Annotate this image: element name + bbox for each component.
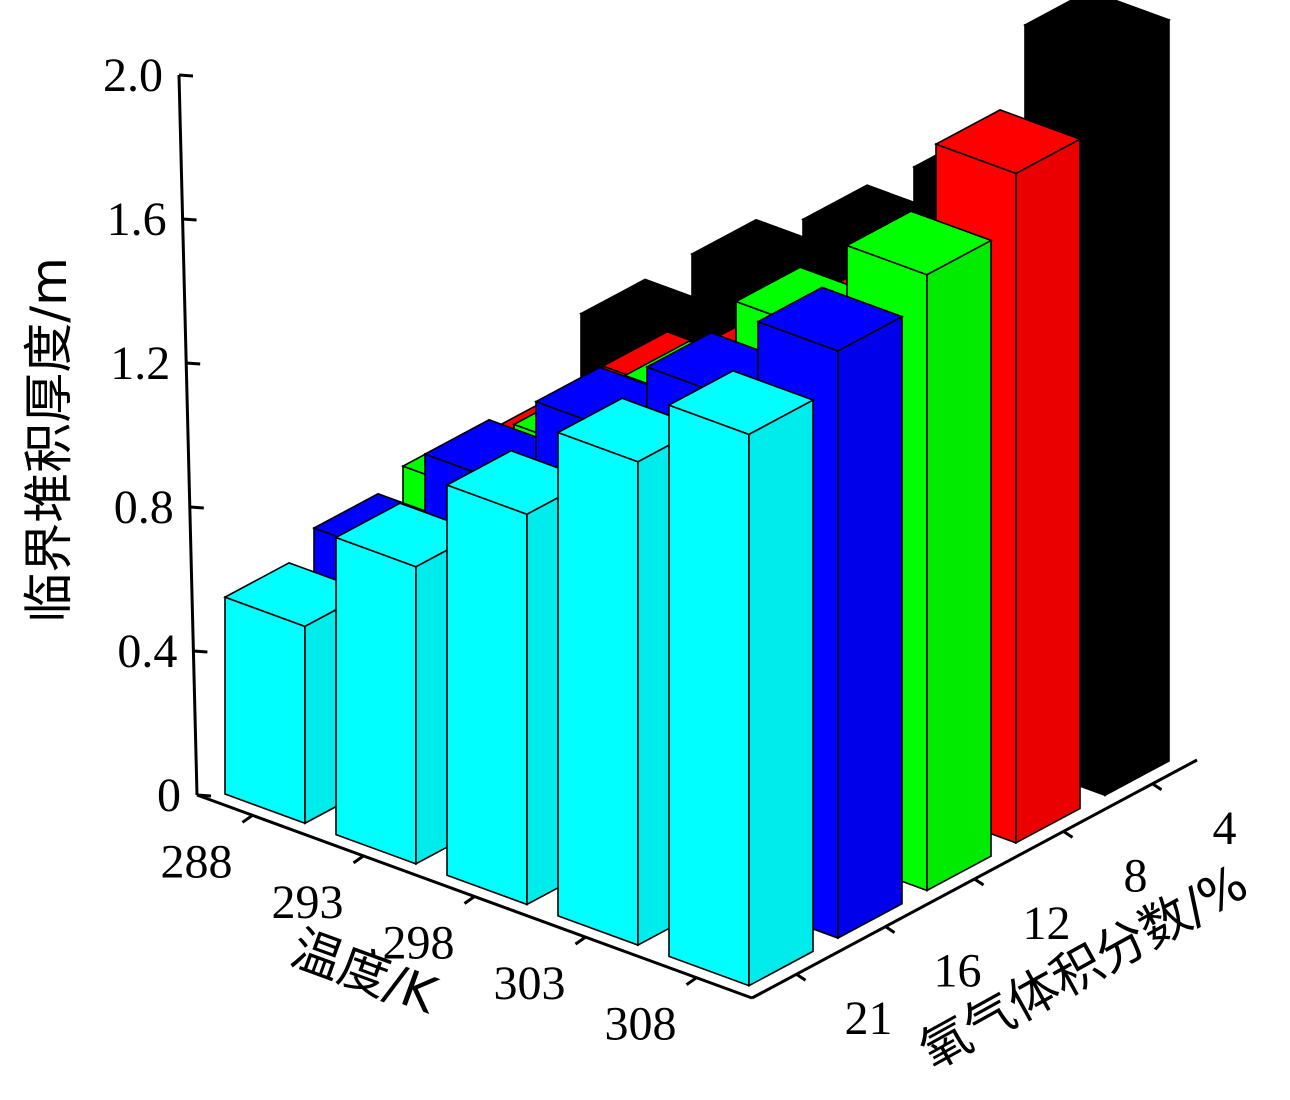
bar-308-21	[667, 369, 815, 987]
oxygen-tick-label: 8	[1124, 849, 1148, 902]
temperature-tick	[463, 895, 476, 905]
oxygen-tick	[973, 877, 985, 887]
bar-side	[1015, 137, 1081, 845]
temperature-tick-label: 308	[605, 998, 677, 1051]
temperature-tick	[574, 935, 587, 946]
axes	[177, 73, 1198, 1000]
z-tick-label: 2.0	[103, 49, 163, 102]
z-tick	[178, 73, 194, 78]
temperature-tick-label: 288	[161, 835, 233, 888]
z-tick-label: 0	[157, 769, 181, 822]
temperature-tick	[241, 814, 254, 824]
oxygen-tick-label: 4	[1213, 802, 1237, 855]
temperature-tick	[352, 854, 365, 865]
oxygen-tick	[1151, 782, 1163, 792]
z-tick-label: 0.8	[114, 481, 174, 534]
bar-side	[837, 315, 903, 940]
bar-side	[1104, 18, 1170, 797]
bar-face	[557, 431, 639, 947]
z-tick	[186, 361, 201, 366]
bar-face	[668, 403, 750, 987]
z-tick-label: 1.6	[107, 193, 167, 246]
z-tick	[182, 217, 197, 222]
bar-top	[1023, 0, 1171, 56]
oxygen-tick	[1062, 830, 1074, 839]
bar-top	[845, 210, 993, 276]
z-axis-title: 临界堆积厚度/m	[20, 257, 78, 623]
bar-face	[335, 536, 417, 865]
bar-side	[926, 239, 992, 892]
bar-face	[446, 483, 528, 906]
z-tick	[193, 649, 208, 654]
oxygen-tick	[795, 972, 807, 982]
z-tick-label: 1.2	[110, 337, 170, 390]
z-tick	[196, 793, 212, 798]
bar-top	[756, 286, 904, 352]
bar-side	[748, 398, 814, 987]
temperature-tick-label: 298	[383, 917, 455, 970]
temperature-tick	[685, 976, 698, 986]
z-tick-label: 0.4	[117, 625, 177, 678]
oxygen-tick-label: 16	[934, 945, 982, 998]
bar-face	[224, 595, 306, 825]
oxygen-tick-label: 12	[1023, 897, 1071, 950]
temperature-tick-label: 293	[272, 876, 344, 929]
z-tick	[189, 505, 204, 510]
temperature-tick-label: 303	[494, 957, 566, 1010]
bar-top	[667, 369, 815, 436]
bar-top	[934, 109, 1082, 175]
oxygen-tick-label: 21	[845, 992, 893, 1045]
z-axis-line	[177, 74, 199, 796]
bars	[223, 0, 1171, 987]
oxygen-tick	[884, 925, 896, 934]
